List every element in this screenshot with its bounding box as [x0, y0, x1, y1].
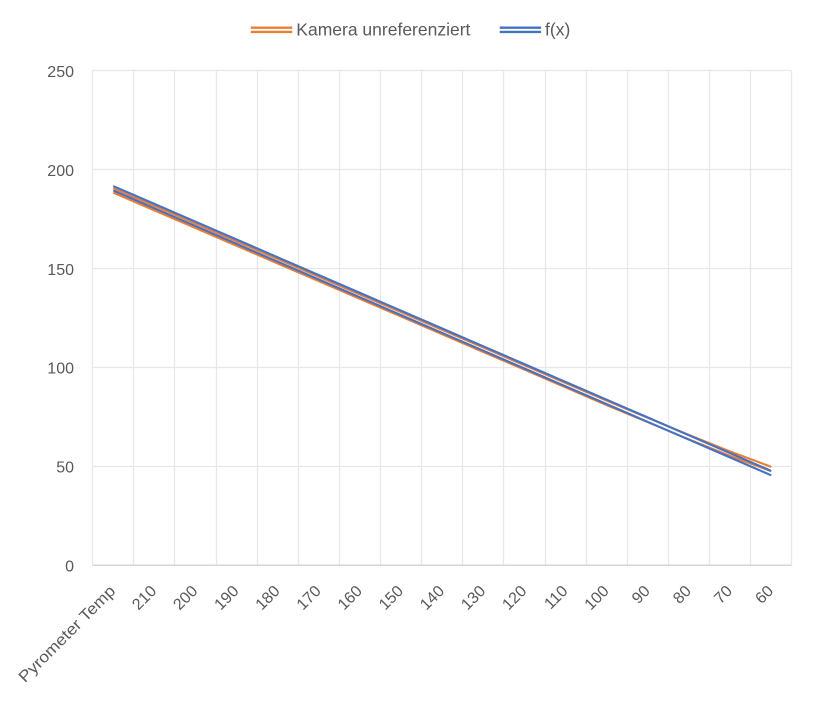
svg-text:Kamera unreferenziert: Kamera unreferenziert	[296, 19, 470, 39]
svg-text:150: 150	[47, 262, 74, 279]
svg-text:100: 100	[47, 361, 74, 378]
svg-text:250: 250	[47, 64, 74, 81]
svg-text:200: 200	[47, 163, 74, 180]
svg-text:0: 0	[65, 558, 74, 575]
svg-text:50: 50	[56, 460, 74, 477]
svg-text:f(x): f(x)	[545, 19, 570, 39]
